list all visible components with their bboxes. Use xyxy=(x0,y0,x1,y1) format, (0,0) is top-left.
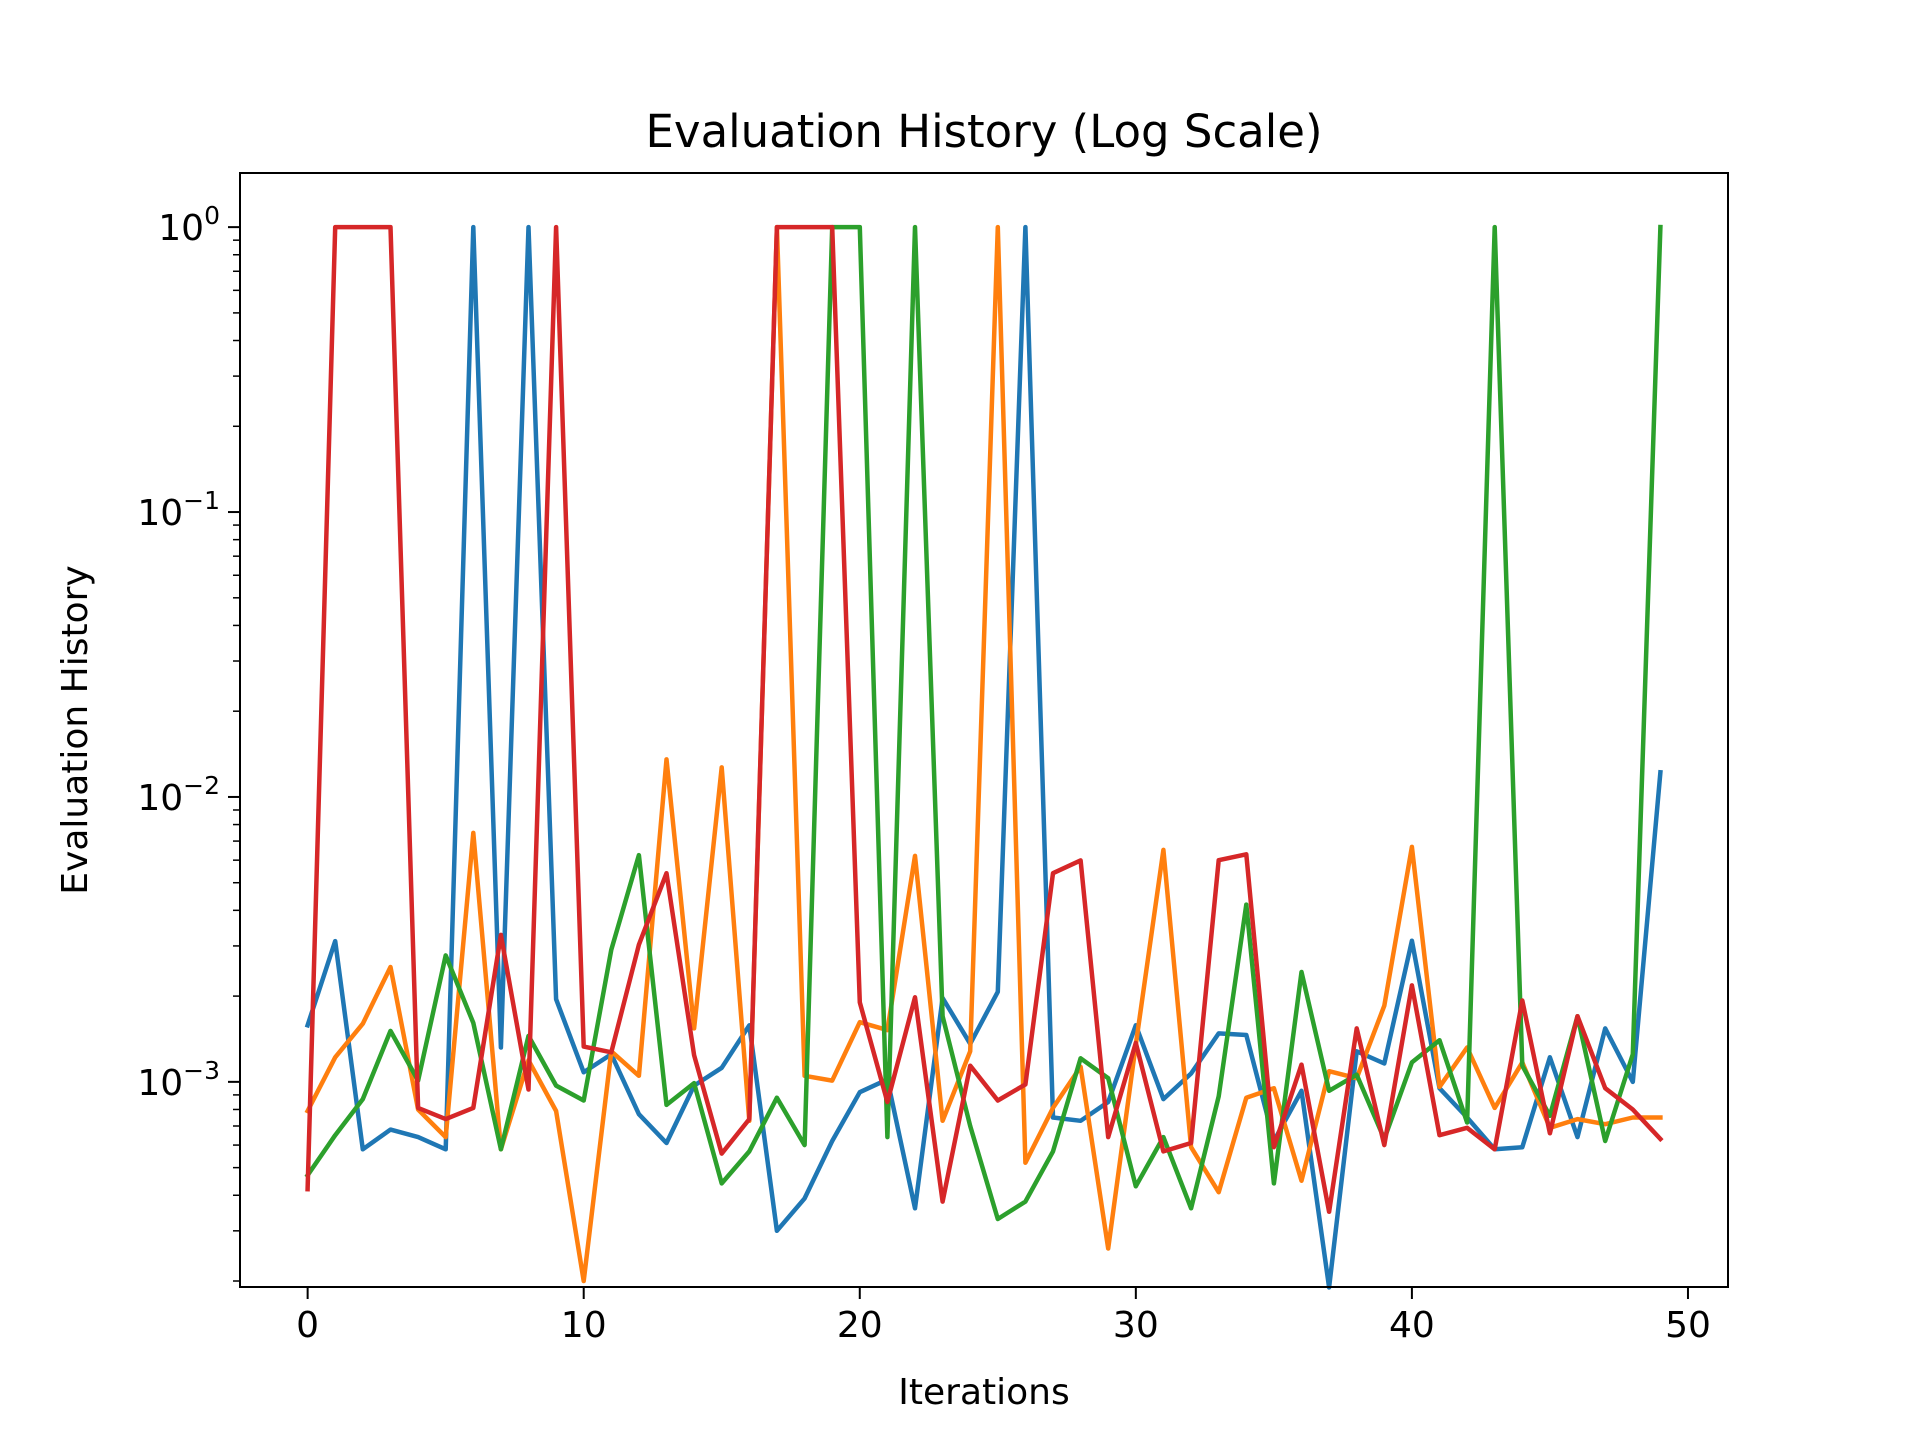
x-axis-label: Iterations xyxy=(898,1372,1069,1413)
y-axis: 10−3 10−2 10−1 100 xyxy=(137,201,240,1282)
y-tick-label: 10−2 xyxy=(137,771,220,819)
y-tick-label: 10−1 xyxy=(137,486,220,534)
plot-frame xyxy=(239,172,1729,1288)
x-tick-label: 10 xyxy=(561,1305,607,1346)
y-tick-label: 100 xyxy=(158,201,220,249)
x-tick-label: 20 xyxy=(837,1305,883,1346)
series-layer xyxy=(304,224,1664,1290)
x-axis: 0 10 20 30 40 50 xyxy=(296,1287,1711,1346)
series-line-2 xyxy=(304,224,1663,1284)
x-tick-label: 50 xyxy=(1665,1305,1711,1346)
y-axis-label: Evaluation History xyxy=(55,565,96,894)
y-tick-label: 10−3 xyxy=(137,1056,220,1104)
x-tick-label: 0 xyxy=(296,1305,319,1346)
x-tick-label: 30 xyxy=(1113,1305,1159,1346)
x-tick-label: 40 xyxy=(1389,1305,1435,1346)
chart-title: Evaluation History (Log Scale) xyxy=(646,105,1323,158)
series-line-3 xyxy=(304,224,1663,1222)
series-line-4 xyxy=(305,224,1664,1215)
